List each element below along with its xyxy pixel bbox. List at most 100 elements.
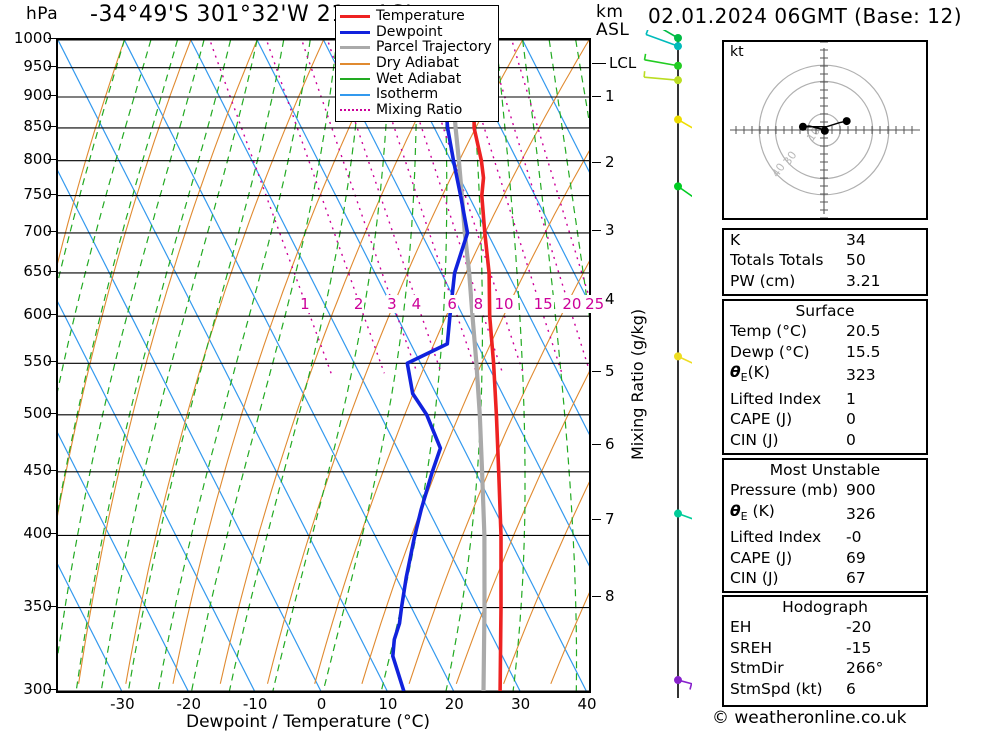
wind-barb [662, 30, 682, 42]
pressure-tick-300: 300 [23, 680, 52, 698]
altitude-tick-5: 5 [605, 362, 615, 381]
pressure-tick-mark [48, 125, 56, 127]
pressure-tick-mark [48, 193, 56, 195]
temp-tick-0: 0 [316, 695, 327, 713]
table-row: Totals Totals 50 [724, 250, 926, 270]
mixing-ratio-label-1: 1 [299, 295, 311, 314]
index-label: CAPE (J) [730, 548, 793, 567]
altitude-tick-1: 1 [605, 86, 615, 105]
wind-barb [645, 30, 682, 51]
legend-swatch [340, 78, 370, 81]
lcl-label: LCL [609, 53, 637, 72]
index-value: 67 [846, 569, 866, 588]
index-label: Pressure (mb) [730, 481, 839, 500]
pressure-tick-1000: 1000 [13, 29, 52, 47]
pressure-tick-850: 850 [23, 116, 52, 135]
pressure-tick-900: 900 [23, 85, 52, 104]
mixing-ratio-label-10: 10 [493, 295, 515, 314]
copyright-label: © weatheronline.co.uk [712, 708, 907, 728]
table-row: K 34 [724, 230, 926, 250]
table-row: EH -20 [724, 617, 926, 637]
pressure-tick-600: 600 [23, 305, 52, 324]
index-value: 3.21 [846, 271, 881, 290]
altitude-tick-4: 4 [605, 290, 615, 309]
index-value: 900 [846, 481, 876, 500]
pressure-tick-500: 500 [23, 403, 52, 422]
table-row: StmDir 266° [724, 658, 926, 678]
table-row: StmSpd (kt) 6 [724, 679, 926, 699]
index-label: CIN (J) [730, 430, 779, 449]
pressure-tick-mark [48, 314, 56, 316]
index-value: 266° [846, 659, 884, 678]
hodograph-panel[interactable]: 10 30 40 kt [722, 40, 928, 220]
legend-item-temperature: Temperature [340, 9, 492, 25]
pressure-tick-350: 350 [23, 596, 52, 615]
hodograph-indices-panel: Hodograph EH -20 SREH -15 StmDir 266° StmSpd (… [722, 595, 928, 707]
table-row: θE (K) 326 [724, 501, 926, 528]
index-label: Lifted Index [730, 528, 822, 547]
pressure-tick-mark [48, 270, 56, 272]
altitude-tick-mark [592, 230, 601, 232]
temp-tick--20: -20 [176, 695, 202, 713]
wind-barb-column [643, 30, 692, 698]
table-row: CIN (J) 67 [724, 568, 926, 588]
mixing-ratio-label-3: 3 [386, 295, 398, 314]
hodograph-ring-label: 30 [781, 149, 800, 168]
legend-label: Wet Adiabat [376, 70, 462, 87]
index-label: Dewp (°C) [730, 342, 810, 361]
pressure-tick-400: 400 [23, 524, 52, 543]
legend-item-mixing-ratio: Mixing Ratio [340, 102, 492, 119]
most-unstable-title: Most Unstable [769, 461, 881, 479]
index-value: -20 [846, 618, 872, 637]
most-unstable-panel: Most Unstable Pressure (mb) 900 θE (K) 326 L… [722, 458, 928, 593]
hodograph-unit-label: kt [730, 44, 744, 60]
index-label: θE (K) [730, 501, 775, 523]
mixing-ratio-label-20: 20 [561, 295, 583, 314]
pressure-tick-950: 950 [23, 56, 52, 75]
index-label: Lifted Index [730, 389, 822, 408]
legend-swatch [340, 109, 370, 112]
pressure-unit-label: hPa [26, 4, 59, 24]
skewt-svg [58, 40, 589, 691]
general-indices-panel: K 34 Totals Totals 50 PW (cm) 3.21 [722, 228, 928, 296]
altitude-tick-mark [592, 95, 601, 97]
index-label: Temp (°C) [730, 322, 807, 341]
pressure-tick-700: 700 [23, 221, 52, 240]
wind-barb [674, 182, 692, 198]
legend-item-dry-adiabat: Dry Adiabat [340, 56, 492, 72]
mixing-ratio-label-6: 6 [446, 295, 458, 314]
legend-label: Temperature [376, 8, 465, 25]
altitude-tick-3: 3 [605, 221, 615, 240]
legend-swatch [340, 30, 370, 34]
pressure-tick-550: 550 [23, 352, 52, 371]
chart-legend: Temperature Dewpoint Parcel Trajectory Dry … [335, 5, 499, 123]
skewt-logp-chart[interactable] [56, 38, 591, 693]
pressure-tick-mark [48, 38, 56, 39]
legend-label: Dewpoint [376, 23, 443, 40]
table-row: CAPE (J) 69 [724, 548, 926, 568]
table-row: Lifted Index 1 [724, 389, 926, 409]
temp-tick--10: -10 [242, 695, 268, 713]
table-row: θE(K) 323 [724, 362, 926, 389]
index-value: 15.5 [846, 342, 881, 361]
temp-tick-40: 40 [577, 695, 597, 713]
altitude-tick-2: 2 [605, 153, 615, 172]
wind-barb [643, 53, 682, 70]
index-label: EH [730, 618, 752, 637]
pressure-tick-mark [48, 65, 56, 67]
legend-item-parcel-trajectory: Parcel Trajectory [340, 40, 492, 56]
table-row: CIN (J) 0 [724, 430, 926, 450]
wind-barb [643, 71, 682, 85]
wind-barb [674, 115, 692, 129]
altitude-tick-mark [592, 371, 601, 373]
index-value: 323 [846, 366, 876, 385]
wind-barb [674, 352, 692, 364]
series-parcel-trajectory [450, 40, 487, 691]
legend-item-dewpoint: Dewpoint [340, 23, 492, 41]
hodograph-point [842, 117, 851, 126]
pressure-tick-mark [48, 94, 56, 96]
table-row: Dewp (°C) 15.5 [724, 342, 926, 362]
pressure-tick-mark [48, 158, 56, 160]
index-label: PW (cm) [730, 271, 796, 290]
